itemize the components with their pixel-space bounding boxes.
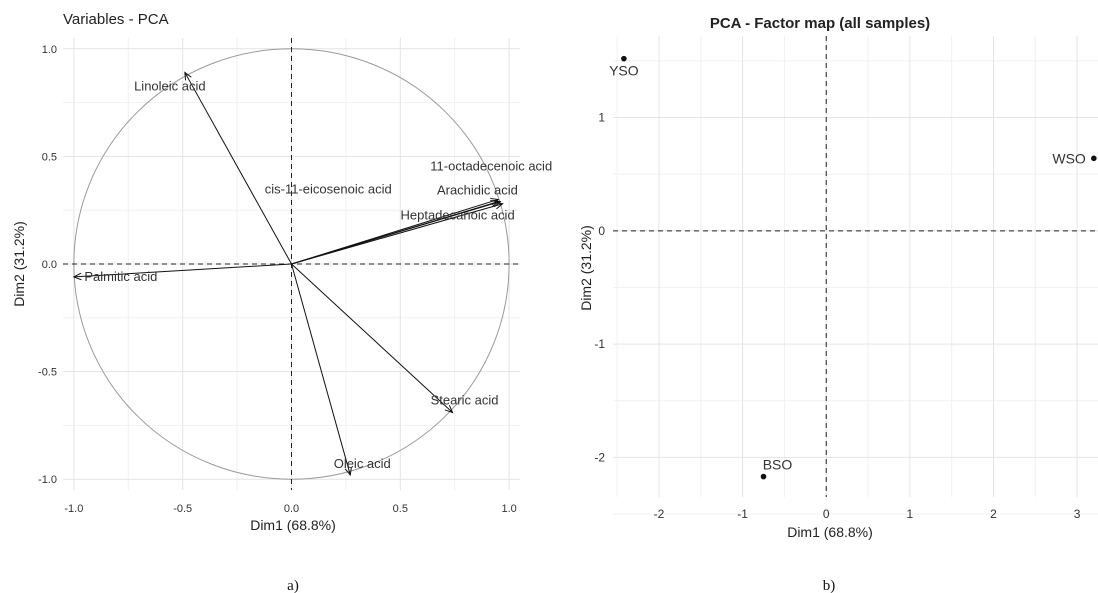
variables-pca-panel: Variables - PCA Linoleic acid 11-octadece… [11,11,552,593]
panel-a-arrowhead [490,197,500,206]
panel-a-x-axis-label: Dim1 (68.8%) [250,517,336,533]
panel-b-point-label: YSO [609,63,639,79]
panel-b-y-tick-label: 0 [598,224,605,238]
panel-a-arrowhead [184,71,192,81]
panel-b-y-tick-label: -1 [594,337,605,351]
panel-a-arrowhead [344,466,352,477]
factor-map-panel: PCA - Factor map (all samples) YSO WSO BSO… [578,15,1098,593]
panel-b-x-tick-label: -2 [654,507,665,521]
panel-b-zero-lines [613,36,1098,497]
panel-a-variable-label: cis-11-eicosenoic acid [265,181,392,196]
panel-a-y-tick-label: -0.5 [38,367,57,379]
panel-a-variable-label: Linoleic acid [134,78,206,93]
panel-a-variable-label: Palmitic acid [84,269,157,284]
panel-b-tick-labels: -2 -1 0 1 2 3 -2 -1 0 1 [594,111,1080,521]
panel-b-point [1091,155,1097,162]
panel-a-arrow [291,198,499,265]
panel-b-gridlines [613,36,1098,515]
panel-b-x-tick-label: 2 [990,507,997,521]
panel-b-y-axis-label: Dim2 (31.2%) [578,225,594,311]
panel-b-x-tick-label: 1 [907,507,914,521]
panel-a-arrow [291,263,351,476]
panel-a-x-tick-label: 0.5 [393,503,408,515]
panel-a-y-tick-label: -1.0 [38,474,57,486]
panel-b-point [760,473,767,480]
panel-b-x-tick-label: 3 [1074,507,1081,521]
panel-a-x-tick-label: -0.5 [173,503,192,515]
panel-b-title: PCA - Factor map (all samples) [710,15,930,32]
panel-b-caption: b) [823,578,836,593]
panel-a-arrow [184,72,292,265]
panel-a-y-tick-label: 1.0 [42,44,57,56]
panel-a-variable-label: Heptadecanoic acid [400,208,514,223]
panel-a-tick-labels: -1.0 -0.5 0.0 0.5 1.0 -1.0 -0.5 0.0 0.5 1.0 [38,44,517,515]
panel-b-x-axis-label: Dim1 (68.8%) [787,524,873,540]
panel-b-point [621,55,627,62]
panel-a-variable-label: Oleic acid [334,456,391,471]
panel-a-y-tick-label: 0.5 [42,151,57,163]
panel-a-y-axis-label: Dim2 (31.2%) [11,221,27,307]
panel-a-x-tick-label: 0.0 [284,503,299,515]
panel-a-variable-label: Arachidic acid [437,183,518,198]
panel-b-point-label: WSO [1052,150,1086,166]
panel-a-arrowhead [494,202,504,210]
panel-b-x-tick-label: 0 [823,507,830,521]
panel-a-arrow [291,203,503,265]
panel-a-y-tick-label: 0.0 [42,259,57,271]
panel-a-title: Variables - PCA [63,11,169,28]
panel-a-variable-label: Stearic acid [431,393,499,408]
panel-a-arrow [73,263,292,278]
panel-a-x-tick-label: -1.0 [64,503,83,515]
panel-a-arrow [291,263,453,413]
panel-a-caption: a) [287,578,299,593]
panel-a-arrowhead [72,272,82,281]
panel-b-y-tick-label: 1 [598,111,605,125]
panel-b-x-tick-label: -1 [737,507,748,521]
panel-b-points: YSO WSO BSO [609,55,1097,480]
panel-a-arrows: Linoleic acid 11-octadecenoic acid Arachid… [72,71,552,477]
panel-a-variable-label: 11-octadecenoic acid [430,159,552,174]
panel-a-arrowhead [444,404,454,414]
panel-b-point-label: BSO [763,457,793,473]
panel-a-x-tick-label: 1.0 [501,503,516,515]
panel-b-y-tick-label: -2 [594,450,605,464]
